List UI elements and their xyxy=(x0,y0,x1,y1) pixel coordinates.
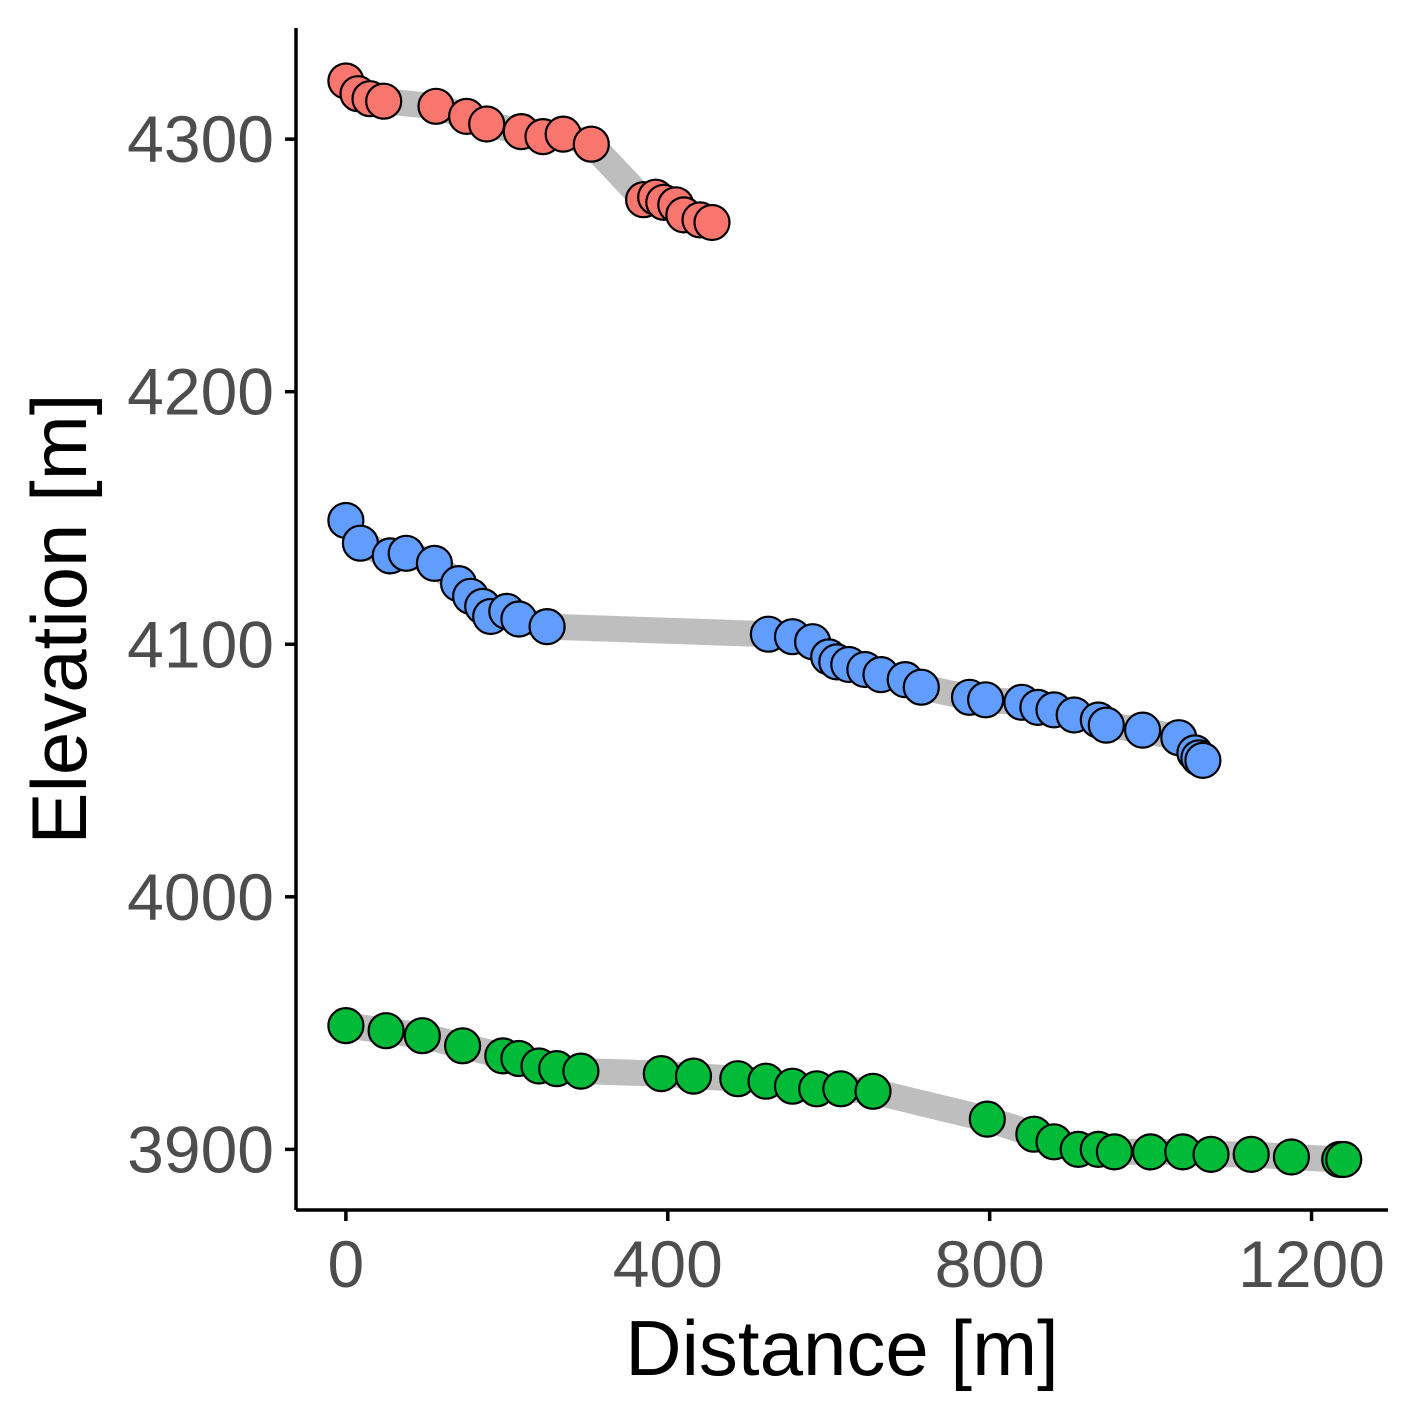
points-layer xyxy=(327,62,1363,1179)
data-point xyxy=(1192,1135,1230,1174)
data-point xyxy=(415,544,453,583)
data-point xyxy=(693,203,731,242)
data-point xyxy=(822,1070,860,1108)
data-point xyxy=(1272,1138,1311,1176)
y-ticks: 3900 4000 4100 4200 4300 xyxy=(127,102,296,1186)
y-tick-label: 4200 xyxy=(127,355,274,429)
data-point xyxy=(562,1052,600,1090)
data-point xyxy=(968,1100,1006,1138)
data-point xyxy=(674,1057,713,1095)
x-tick-label: 0 xyxy=(328,1227,365,1301)
data-point xyxy=(468,105,506,143)
data-point xyxy=(1123,711,1162,749)
y-tick-label: 4100 xyxy=(127,607,274,681)
x-tick-label: 800 xyxy=(935,1227,1045,1301)
series-1-points xyxy=(327,62,731,242)
data-point xyxy=(365,82,403,120)
data-point xyxy=(1131,1133,1170,1171)
x-tick-label: 1200 xyxy=(1238,1227,1385,1301)
data-point xyxy=(1184,741,1222,780)
data-point xyxy=(1087,706,1125,744)
data-point xyxy=(1325,1140,1363,1179)
y-axis-title: Elevation [m] xyxy=(15,394,103,845)
data-point xyxy=(367,1012,405,1050)
x-axis-title: Distance [m] xyxy=(625,1304,1058,1392)
y-tick-label: 3900 xyxy=(127,1112,274,1186)
data-point xyxy=(642,1054,680,1093)
data-point xyxy=(572,125,610,163)
data-point xyxy=(444,1027,482,1065)
data-point xyxy=(854,1072,892,1110)
x-ticks: 0 400 800 1200 xyxy=(328,1210,1385,1301)
data-point xyxy=(528,607,566,646)
series-3-points xyxy=(327,1006,1363,1179)
data-point xyxy=(403,1017,441,1055)
y-tick-label: 4000 xyxy=(127,860,274,934)
y-tick-label: 4300 xyxy=(127,102,274,176)
data-point xyxy=(1095,1133,1134,1171)
data-point xyxy=(902,668,940,706)
data-point xyxy=(327,1006,365,1045)
data-point xyxy=(966,681,1005,719)
x-tick-label: 400 xyxy=(613,1227,723,1301)
series-2-points xyxy=(327,501,1222,780)
data-point xyxy=(1232,1135,1270,1174)
axes-layer: 3900 4000 4100 4200 4300 0 400 800 1200 xyxy=(127,28,1388,1301)
